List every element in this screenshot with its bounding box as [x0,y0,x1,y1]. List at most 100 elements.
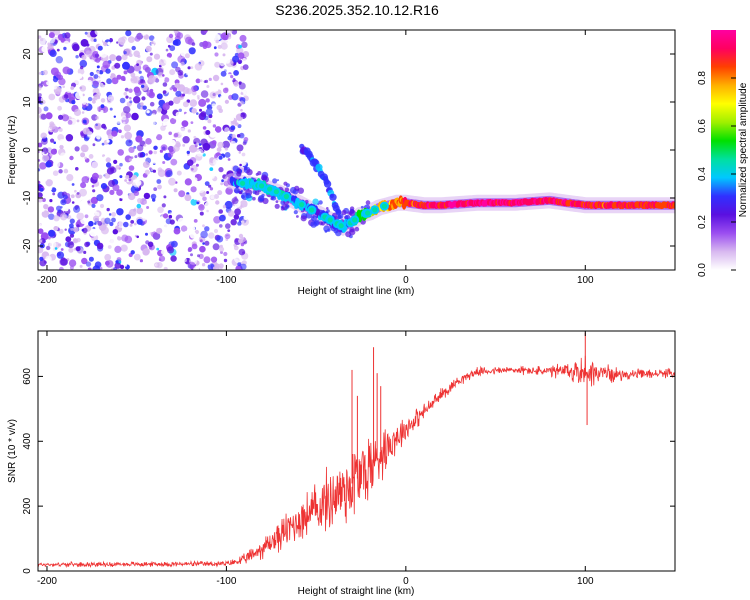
colorbar-label: Normalized spectral amplitude [738,82,749,217]
noise-dot [111,130,118,137]
signal-speck [365,200,371,205]
noise-dot [123,263,127,267]
noise-dot [79,264,83,268]
noise-dot [133,96,141,104]
noise-dot [134,35,141,42]
noise-dot [182,101,189,108]
noise-dot [206,191,210,194]
noise-dot [79,59,88,68]
noise-dot [189,144,197,153]
noise-dot [109,221,114,227]
noise-dot [152,159,156,164]
noise-dot [99,50,108,58]
noise-dot [61,114,69,122]
noise-dot [173,132,179,138]
noise-dot [125,214,131,220]
noise-dot [202,126,207,130]
colorbar-tick-label: 0.2 [697,215,708,229]
noise-dot [224,233,231,240]
noise-dot [222,140,231,149]
noise-dot [63,53,66,57]
noise-dot [199,239,203,243]
noise-dot [166,52,172,58]
noise-dot [106,78,112,85]
noise-dot [168,131,172,136]
noise-dot [209,167,214,172]
noise-dot [173,105,178,109]
noise-dot [94,167,101,174]
noise-dot [94,261,102,269]
noise-dot [94,30,102,36]
noise-dot [170,255,177,262]
noise-dot [96,134,101,140]
noise-dot [94,200,98,204]
noise-dot [143,144,147,147]
noise-dot [180,171,188,179]
noise-dot [103,41,108,47]
noise-dot [58,138,66,146]
noise-dot [202,196,207,202]
noise-dot [214,87,219,92]
noise-dot [92,143,96,147]
noise-dot [125,175,130,179]
noise-dot [243,207,248,212]
noise-dot [173,30,179,34]
noise-dot [91,203,96,208]
noise-dot [177,55,186,64]
signal-speck [294,185,300,191]
noise-dot [85,79,93,87]
noise-dot [148,266,153,270]
noise-dot [240,125,248,133]
noise-dot [162,90,167,94]
noise-dot [237,52,245,59]
signal-speck [304,199,309,204]
noise-dot [228,42,235,49]
noise-dot [234,208,242,216]
noise-dot [190,186,197,193]
noise-dot [153,145,158,150]
noise-dot [141,96,146,101]
noise-dot [159,216,164,221]
noise-dot [178,108,182,113]
noise-dot [124,131,133,140]
noise-dot [123,106,131,114]
noise-dot [81,176,90,184]
noise-dot [184,113,192,121]
noise-dot [40,132,47,139]
noise-dot [161,203,166,208]
signal-blob [336,221,346,231]
noise-dot [130,250,135,255]
noise-dot [63,40,70,47]
noise-dot [123,221,129,228]
noise-dot [106,139,110,143]
noise-dot [209,91,217,99]
noise-dot [194,144,198,148]
noise-dot [191,243,198,250]
noise-dot [129,96,132,100]
noise-dot [146,206,150,209]
noise-dot [74,189,77,193]
noise-dot [104,172,111,179]
branch-dot [323,180,332,188]
signal-speck [272,178,278,184]
signal-speck [297,187,304,194]
noise-dot [58,127,63,132]
noise-dot [169,234,176,241]
colorbar-tick-label: 0.8 [697,71,708,85]
signal-blob [325,215,335,225]
noise-dot [69,223,74,229]
noise-dot [116,41,119,44]
noise-dot [236,144,244,152]
noise-dot [230,30,233,33]
noise-dot [42,69,48,76]
noise-dot [181,147,185,151]
noise-dot [165,149,170,154]
noise-dot [240,263,247,270]
noise-dot [128,158,133,162]
noise-dot [191,42,196,46]
noise-dot [214,52,219,57]
noise-dot [178,127,187,136]
noise-dot [70,86,75,90]
noise-dot [47,186,53,191]
signal-trace [223,143,675,239]
